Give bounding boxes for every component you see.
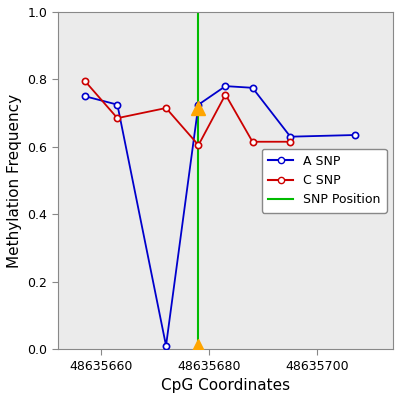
X-axis label: CpG Coordinates: CpG Coordinates [161, 378, 290, 393]
Y-axis label: Methylation Frequency: Methylation Frequency [7, 94, 22, 268]
Legend: A SNP, C SNP, SNP Position: A SNP, C SNP, SNP Position [262, 148, 387, 212]
